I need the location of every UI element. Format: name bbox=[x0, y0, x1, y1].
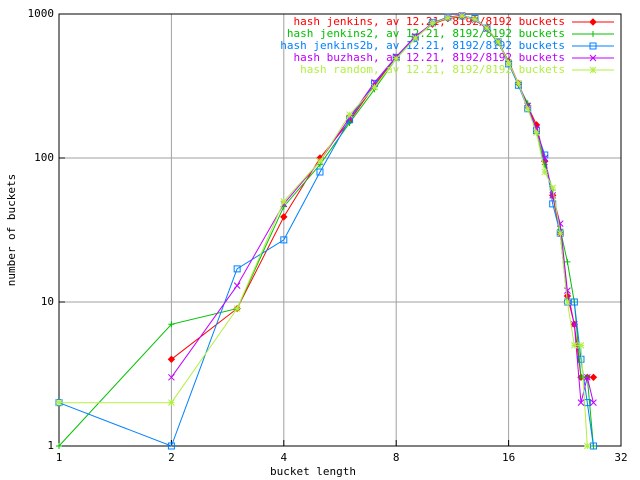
marker bbox=[55, 399, 63, 407]
marker bbox=[515, 79, 522, 87]
y-tick-label: 1 bbox=[47, 439, 54, 452]
x-tick-label: 16 bbox=[502, 451, 515, 464]
marker bbox=[541, 168, 549, 176]
marker bbox=[346, 114, 353, 122]
legend-label: hash random, av 12.21, 8192/8192 buckets bbox=[300, 63, 565, 76]
marker bbox=[533, 129, 540, 136]
legend-label: hash jenkins2b, av 12.21, 8192/8192 buck… bbox=[280, 39, 565, 52]
marker bbox=[524, 105, 532, 113]
marker bbox=[570, 320, 578, 328]
marker bbox=[589, 442, 597, 450]
marker bbox=[280, 236, 288, 244]
marker bbox=[564, 258, 571, 265]
marker bbox=[564, 287, 571, 294]
marker bbox=[564, 298, 571, 306]
x-axis-label: bucket length bbox=[270, 465, 356, 478]
marker bbox=[570, 341, 578, 349]
marker bbox=[280, 213, 288, 221]
marker bbox=[168, 321, 175, 328]
marker bbox=[483, 24, 491, 32]
x-tick-label: 8 bbox=[393, 451, 400, 464]
y-tick-label: 100 bbox=[34, 151, 54, 164]
marker bbox=[458, 12, 466, 20]
marker bbox=[483, 24, 491, 32]
legend-marker bbox=[589, 18, 597, 26]
marker bbox=[371, 83, 378, 91]
legend-marker bbox=[589, 42, 597, 50]
series-line bbox=[59, 15, 588, 447]
marker bbox=[583, 442, 591, 450]
x-tick-label: 1 bbox=[56, 451, 63, 464]
marker bbox=[577, 341, 585, 349]
marker bbox=[167, 442, 175, 450]
marker bbox=[494, 38, 502, 46]
x-tick-label: 2 bbox=[168, 451, 175, 464]
marker bbox=[233, 265, 241, 273]
marker bbox=[471, 15, 479, 23]
marker bbox=[589, 373, 598, 382]
marker bbox=[549, 184, 557, 192]
marker bbox=[429, 20, 436, 27]
marker bbox=[316, 157, 324, 165]
series-line bbox=[58, 15, 594, 447]
legend-label: hash buzhash, av 12.21, 8192/8192 bucket… bbox=[293, 51, 565, 64]
marker bbox=[56, 443, 62, 449]
legend-marker bbox=[589, 66, 597, 74]
legend-marker bbox=[589, 54, 597, 62]
marker bbox=[233, 282, 241, 289]
marker bbox=[444, 14, 452, 22]
x-tick-label: 4 bbox=[280, 451, 287, 464]
marker bbox=[233, 305, 241, 312]
marker bbox=[541, 154, 549, 162]
marker bbox=[556, 229, 564, 237]
marker bbox=[168, 399, 175, 407]
y-tick-label: 1000 bbox=[28, 7, 55, 20]
plot-frame bbox=[58, 13, 622, 447]
legend-marker bbox=[590, 31, 596, 37]
marker bbox=[577, 399, 585, 407]
marker bbox=[167, 355, 176, 364]
y-tick-label: 10 bbox=[41, 295, 54, 308]
marker bbox=[590, 399, 597, 407]
marker bbox=[55, 399, 63, 407]
marker bbox=[280, 197, 288, 205]
marker bbox=[570, 298, 578, 306]
y-axis-label: number of buckets bbox=[5, 174, 18, 287]
marker bbox=[458, 12, 466, 20]
marker bbox=[524, 105, 532, 113]
marker bbox=[168, 373, 175, 381]
legend-label: hash jenkins2, av 12.21, 8192/8192 bucke… bbox=[287, 27, 565, 40]
series-line bbox=[58, 15, 594, 447]
marker bbox=[346, 111, 353, 119]
x-tick-label: 32 bbox=[614, 451, 627, 464]
marker bbox=[316, 168, 324, 176]
marker bbox=[505, 59, 512, 66]
marker bbox=[392, 55, 400, 62]
marker bbox=[583, 373, 591, 381]
marker bbox=[411, 34, 419, 42]
